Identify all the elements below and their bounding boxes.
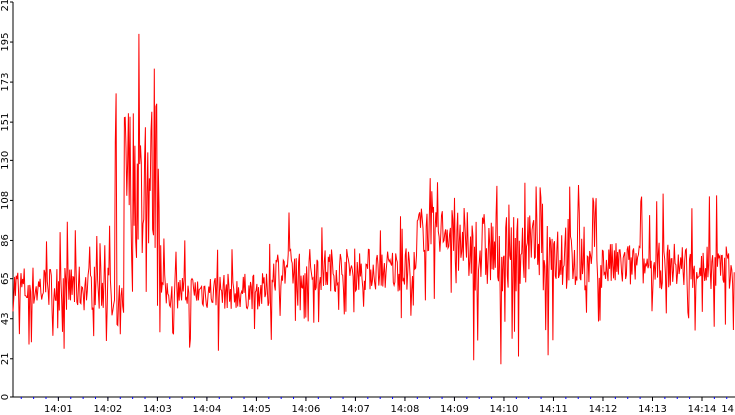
x-tick-label: 14:14 (688, 404, 717, 415)
x-tick-label: 14:04 (192, 404, 221, 415)
x-tick-label: 14:08 (391, 404, 420, 415)
y-tick-label: 86 (0, 234, 11, 247)
series-line (12, 33, 735, 365)
x-tick-label: 14:12 (589, 404, 618, 415)
x-tick-label: 14:11 (539, 404, 568, 415)
y-tick-label: 0 (0, 394, 11, 400)
y-tick-label: 195 (0, 32, 11, 51)
y-tick-label: 173 (0, 73, 11, 92)
y-tick-label: 151 (0, 113, 11, 132)
x-tick-label: 14:03 (143, 404, 172, 415)
x-tick-label: 14:09 (440, 404, 469, 415)
y-tick-label: 108 (0, 191, 11, 210)
x-tick-label: 14:01 (44, 404, 73, 415)
series-group (12, 33, 735, 365)
y-tick-label: 217 (0, 0, 11, 12)
x-tick-label: 14:05 (242, 404, 271, 415)
x-tick-label: 14:13 (638, 404, 667, 415)
x-axis: 14:01 14:02 14:03 14:04 14:05 14:06 14:07 14:08… (13, 396, 735, 415)
y-tick-label: 21 (0, 352, 11, 365)
x-tick-label: 14:06 (292, 404, 321, 415)
y-tick-label: 65 (0, 272, 11, 285)
y-tick-label: 43 (0, 312, 11, 325)
y-axis: 0 21 43 65 86 108 130 151 173 195 217 (0, 0, 14, 400)
x-tick-label: 14:02 (93, 404, 122, 415)
x-tick-label: 14 (721, 404, 734, 415)
x-tick-label: 14:10 (490, 404, 519, 415)
y-tick-label: 130 (0, 151, 11, 170)
x-tick-label: 14:07 (341, 404, 370, 415)
